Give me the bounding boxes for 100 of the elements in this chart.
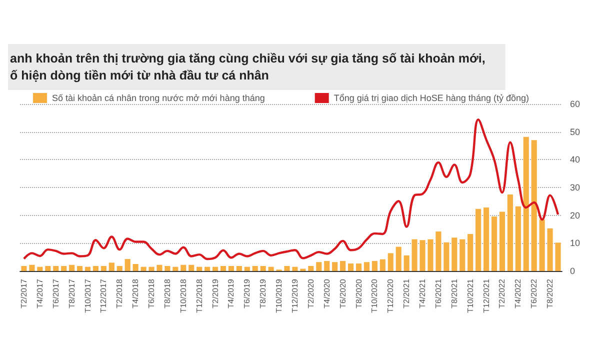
bar — [212, 266, 218, 271]
bar — [388, 253, 394, 271]
bar — [412, 239, 418, 271]
bar — [555, 242, 561, 271]
chart-title: anh khoản trên thị trường gia tăng cùng chiều với sự gia tăng số tài khoản mới, ố hiện dòng tiền mới từ nhà đầu tư cá nhân — [10, 52, 486, 82]
bar — [92, 266, 99, 271]
bar — [324, 260, 330, 271]
bar — [69, 264, 75, 271]
bar — [523, 136, 529, 271]
bar — [228, 266, 234, 271]
bar — [100, 266, 106, 271]
bar — [468, 234, 474, 271]
y-tick-label: 50 — [570, 126, 580, 137]
x-tick-label: T10/2021 — [466, 278, 475, 313]
bar — [21, 266, 27, 271]
bar — [164, 266, 170, 271]
x-tick-label: T2/2022 — [498, 278, 507, 308]
x-tick-label: T2/2017 — [19, 278, 28, 308]
x-tick-label: T8/2018 — [162, 278, 172, 308]
x-tick-label: T8/2022 — [546, 278, 555, 308]
x-tick-label: T12/2018 — [194, 278, 204, 313]
bar — [61, 266, 67, 271]
x-tick-label: T8/2021 — [450, 278, 459, 308]
bar — [108, 262, 114, 271]
bar — [348, 263, 354, 271]
y-tick-label: 40 — [570, 154, 580, 165]
y-tick-label: 10 — [570, 238, 580, 248]
y-tick-label: 60 — [570, 99, 580, 109]
x-tick-label: T6/2022 — [530, 278, 539, 308]
legend-label: Số tài khoản cá nhân trong nước mở mới hàng tháng — [52, 93, 265, 103]
x-tick-label: T10/2018 — [178, 278, 188, 313]
x-tick-label: T4/2018 — [131, 278, 140, 308]
x-tick-label: T12/2017 — [99, 278, 108, 313]
x-tick-label: T4/2021 — [418, 278, 428, 308]
bar — [372, 260, 378, 271]
bar — [515, 206, 521, 271]
x-tick-label: T6/2020 — [338, 278, 348, 308]
x-tick-label: T2/2020 — [306, 278, 316, 308]
bar — [156, 264, 162, 271]
bar — [148, 266, 154, 271]
x-tick-label: T8/2020 — [354, 278, 364, 308]
x-tick-label: T6/2018 — [147, 278, 156, 308]
bar — [180, 264, 186, 271]
x-tick-label: T10/2017 — [83, 278, 92, 313]
y-tick-label: 0 — [570, 266, 576, 276]
x-tick-label: T6/2019 — [242, 278, 252, 308]
bar — [196, 266, 202, 271]
x-tick-label: T2/2018 — [115, 278, 124, 308]
bar — [244, 266, 250, 271]
x-tick-label: T4/2019 — [226, 278, 236, 308]
bar — [124, 259, 130, 271]
line-series — [22, 118, 560, 260]
bar — [204, 266, 210, 271]
x-tick-label: T6/2017 — [51, 278, 60, 308]
bar — [491, 216, 498, 271]
bar — [268, 266, 274, 271]
x-tick-label: T12/2021 — [482, 278, 491, 313]
bar — [452, 238, 458, 271]
x-tick-label: T6/2021 — [434, 278, 443, 308]
bar — [364, 262, 370, 271]
bar — [260, 266, 266, 271]
bar — [76, 266, 83, 271]
bar — [188, 264, 194, 271]
x-tick-label: T8/2017 — [67, 278, 76, 308]
bar — [29, 264, 35, 271]
bar — [140, 266, 146, 271]
y-tick-label: 30 — [570, 182, 580, 192]
bar — [316, 262, 322, 271]
x-tick-label: T4/2020 — [322, 278, 332, 308]
x-tick-label: T12/2020 — [386, 278, 396, 313]
bar — [428, 239, 434, 271]
bar — [547, 228, 553, 271]
x-tick-label: T8/2019 — [258, 278, 268, 308]
x-tick-label: T10/2020 — [370, 278, 380, 313]
bar — [132, 264, 138, 271]
bar — [340, 260, 346, 271]
bar — [476, 208, 482, 271]
legend-label: Tổng giá trị giao dịch HoSE hàng tháng (tỷ đồng) — [334, 93, 529, 103]
x-tick-label: T10/2019 — [274, 278, 284, 313]
bar — [507, 194, 513, 271]
bar — [420, 240, 426, 271]
y-tick-label: 20 — [570, 210, 580, 220]
x-tick-label: T12/2019 — [290, 278, 300, 313]
bar — [45, 266, 51, 271]
bar — [531, 140, 537, 271]
bar — [116, 266, 122, 271]
bar — [396, 246, 402, 271]
bar — [284, 266, 290, 271]
bar — [220, 266, 226, 271]
x-tick-label: T2/2019 — [210, 278, 220, 308]
bar — [292, 266, 298, 271]
bar — [172, 266, 178, 271]
bar — [404, 255, 410, 271]
bar — [37, 266, 43, 271]
bar — [84, 266, 91, 271]
bar — [332, 262, 338, 271]
x-tick-label: T4/2017 — [35, 278, 44, 308]
bar — [539, 220, 545, 271]
bar — [252, 266, 258, 271]
bar — [460, 239, 466, 271]
